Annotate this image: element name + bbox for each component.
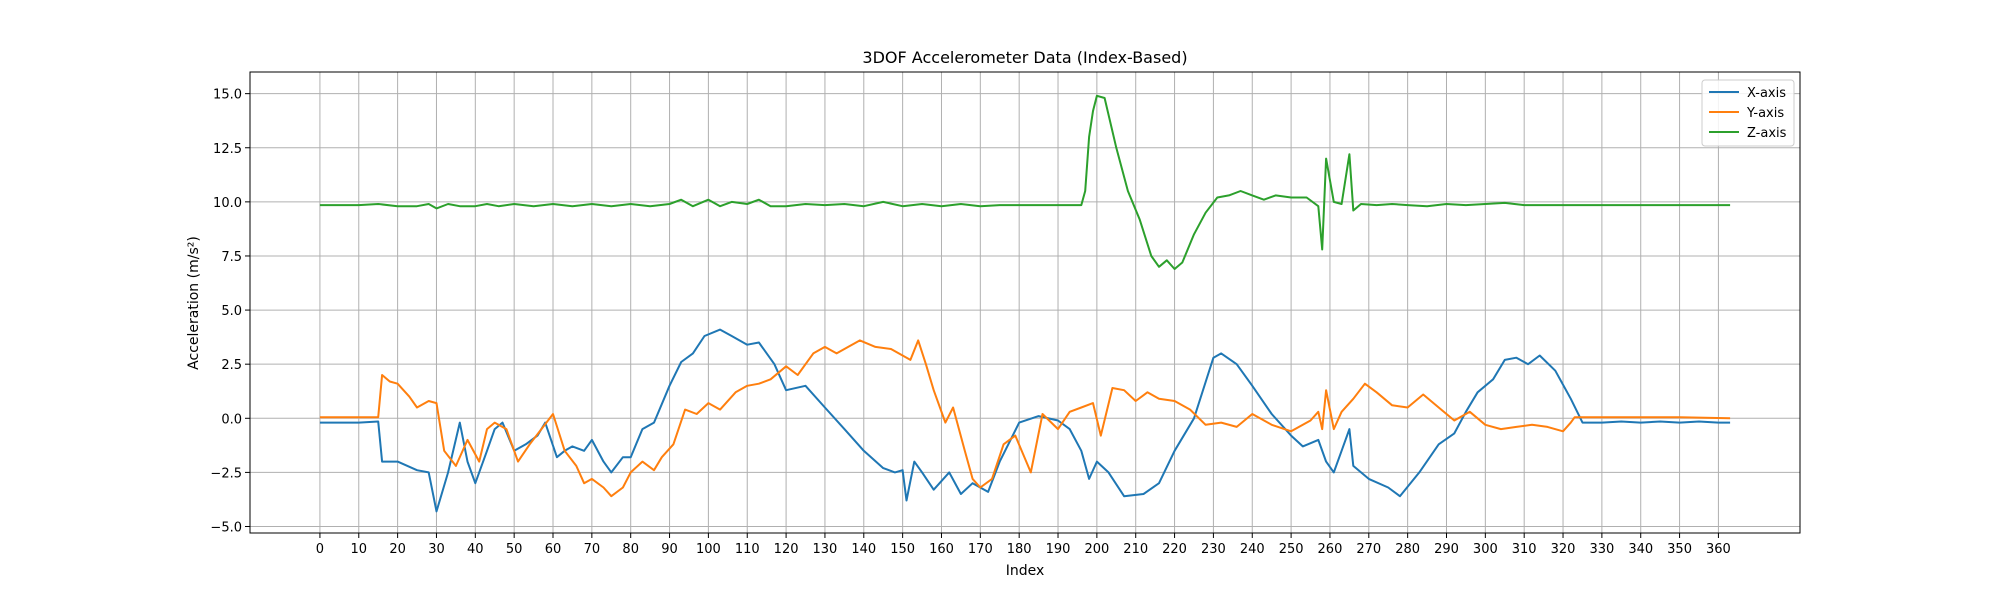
- legend-label-z-axis: Z-axis: [1747, 126, 1787, 141]
- y-tick-label: 7.5: [221, 250, 242, 265]
- legend-box: [1701, 79, 1795, 147]
- x-tick-label: 310: [1512, 542, 1537, 557]
- x-tick-label: 150: [890, 542, 915, 557]
- legend-label-y-axis: Y-axis: [1746, 106, 1784, 121]
- series-line-y-axis: [319, 339, 1731, 498]
- x-tick-label: 50: [506, 542, 523, 557]
- x-tick-label: 100: [696, 542, 721, 557]
- x-tick-label: 200: [1084, 542, 1109, 557]
- x-tick-label: 180: [1007, 542, 1032, 557]
- x-tick-label: 70: [584, 542, 601, 557]
- x-tick-label: 20: [389, 542, 406, 557]
- y-tick-label: 5.0: [221, 304, 242, 319]
- y-tick-label: 12.5: [213, 142, 242, 157]
- x-tick-label: 110: [735, 542, 760, 557]
- x-tick-label: 120: [774, 542, 799, 557]
- x-tick-label: 90: [661, 542, 678, 557]
- x-tick-label: 300: [1473, 542, 1498, 557]
- x-tick-label: 80: [622, 542, 639, 557]
- x-tick-label: 360: [1706, 542, 1731, 557]
- x-tick-label: 210: [1123, 542, 1148, 557]
- x-tick-label: 230: [1201, 542, 1226, 557]
- x-axis-label: Index: [1006, 563, 1045, 579]
- x-tick-label: 320: [1551, 542, 1576, 557]
- chart-title: 3DOF Accelerometer Data (Index-Based): [862, 48, 1187, 67]
- y-ticks-layer: −5.0 −2.5 0.0 2.5 5.0 7.5 10.0 12.5 15.0: [210, 88, 250, 536]
- x-tick-label: 350: [1667, 542, 1692, 557]
- x-tick-label: 140: [851, 542, 876, 557]
- y-tick-label: 10.0: [213, 196, 242, 211]
- x-tick-label: 280: [1395, 542, 1420, 557]
- x-tick-label: 250: [1279, 542, 1304, 557]
- x-tick-label: 240: [1240, 542, 1265, 557]
- x-tick-label: 10: [350, 542, 367, 557]
- legend: X-axis Y-axis Z-axis: [1701, 79, 1795, 147]
- x-tick-label: 190: [1046, 542, 1071, 557]
- legend-label-x-axis: X-axis: [1747, 86, 1786, 101]
- y-tick-label: 2.5: [221, 358, 242, 373]
- x-tick-label: 130: [813, 542, 838, 557]
- x-tick-label: 30: [428, 542, 445, 557]
- grid-layer: [250, 72, 1800, 533]
- x-tick-label: 40: [467, 542, 484, 557]
- x-tick-label: 330: [1589, 542, 1614, 557]
- x-tick-label: 160: [929, 542, 954, 557]
- x-tick-label: 340: [1628, 542, 1653, 557]
- x-ticks-layer: 0 10 20 30 40 50 60 70 80 90 100 110 120 130 140 150 160…: [316, 533, 1731, 557]
- series-layer: [319, 94, 1731, 513]
- x-tick-label: 0: [316, 542, 324, 557]
- y-tick-label: 15.0: [213, 88, 242, 103]
- x-tick-label: 260: [1318, 542, 1343, 557]
- series-line-z-axis: [319, 94, 1731, 270]
- plot-frame: [249, 71, 1801, 534]
- x-tick-label: 60: [545, 542, 562, 557]
- x-tick-label: 290: [1434, 542, 1459, 557]
- y-axis-label: Acceleration (m/s²): [186, 236, 202, 370]
- x-tick-label: 220: [1162, 542, 1187, 557]
- y-tick-label: 0.0: [221, 412, 242, 427]
- x-tick-label: 270: [1356, 542, 1381, 557]
- y-tick-label: −2.5: [210, 466, 242, 481]
- y-tick-label: −5.0: [210, 521, 242, 536]
- x-tick-label: 170: [968, 542, 993, 557]
